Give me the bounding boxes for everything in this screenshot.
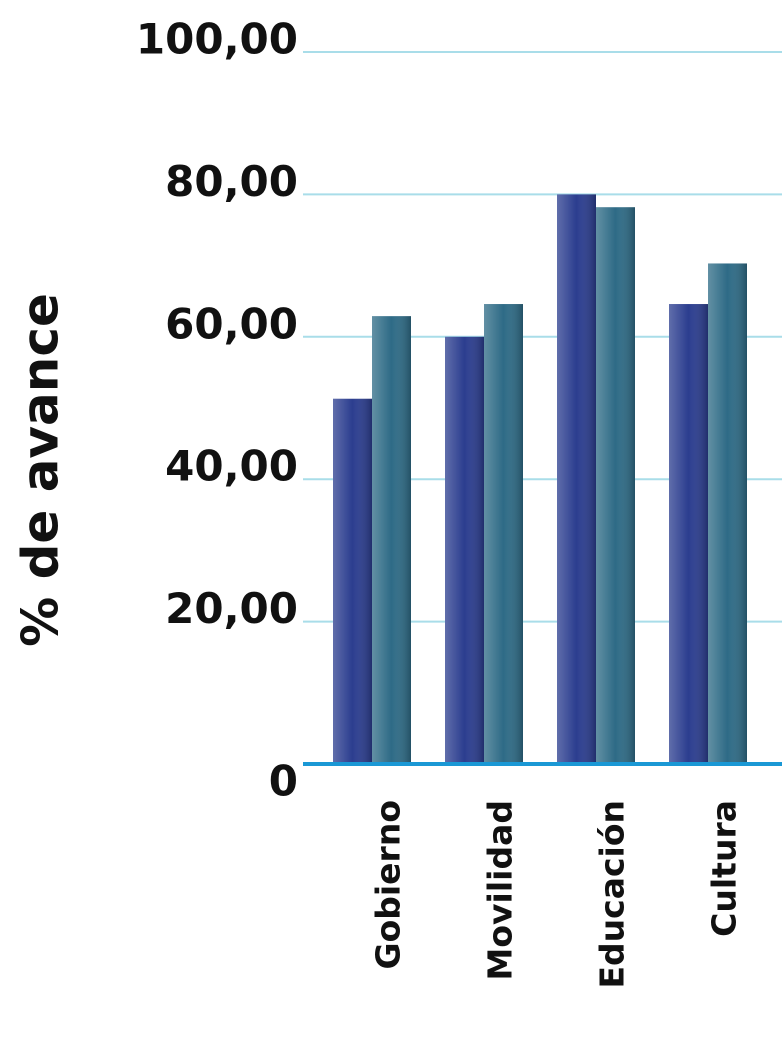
bar-shade xyxy=(557,194,596,764)
bar-shade xyxy=(596,207,635,764)
y-tick-label: 100,00 xyxy=(136,15,298,64)
bar-shade xyxy=(372,316,411,764)
y-tick-label: 40,00 xyxy=(165,442,298,491)
x-tick-label: Gobierno xyxy=(369,800,408,970)
y-tick-label: 0 xyxy=(269,757,298,806)
y-axis-label: % de avance xyxy=(12,293,70,647)
bar-shade xyxy=(669,304,708,764)
bar-shade xyxy=(708,263,747,764)
bar-shade xyxy=(333,398,372,764)
x-tick-label: Educación xyxy=(593,800,632,989)
y-tick-label: 60,00 xyxy=(165,299,298,348)
bar-shade xyxy=(445,336,484,764)
x-tick-label: Movilidad xyxy=(481,800,520,980)
x-tick-label: Cultura xyxy=(705,800,744,937)
y-tick-label: 80,00 xyxy=(165,157,298,206)
bar-shade xyxy=(484,304,523,764)
y-tick-label: 20,00 xyxy=(165,584,298,633)
